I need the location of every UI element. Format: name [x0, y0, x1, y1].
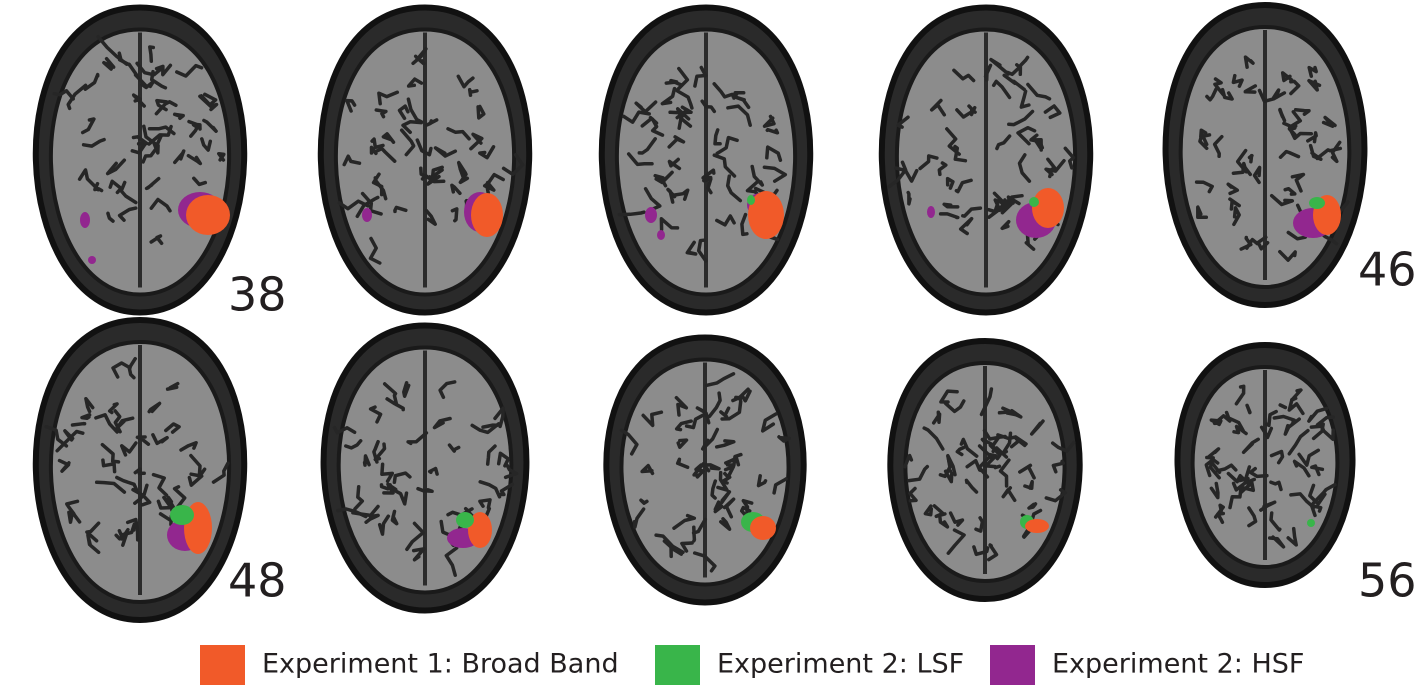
brain-slice	[321, 8, 529, 313]
sulcus	[641, 500, 647, 503]
figure: 38 46 48 56 Experiment 1: Broad BandExpe…	[0, 0, 1425, 690]
sulcus	[73, 424, 85, 425]
brain-slice	[890, 341, 1079, 599]
activation-blob	[1309, 197, 1325, 209]
activation-blob	[170, 505, 194, 525]
activation-blob	[471, 193, 503, 237]
brain-slice	[36, 8, 244, 313]
sulcus	[908, 193, 910, 204]
activation-blob	[1032, 188, 1064, 228]
brain-slice	[36, 320, 244, 620]
slice-label: 56	[1358, 554, 1417, 608]
sulcus	[1250, 156, 1252, 162]
activation-blob	[456, 512, 474, 528]
activation-blob	[1307, 519, 1315, 527]
sulcus	[82, 415, 90, 419]
activation-blob	[80, 212, 90, 228]
sulcus	[779, 437, 789, 441]
activation-blob	[88, 256, 96, 264]
activation-blob	[186, 195, 230, 235]
activation-blob	[747, 195, 755, 205]
legend-swatch	[990, 645, 1035, 685]
legend-text: Experiment 2: HSF	[1052, 649, 1304, 680]
activation-blob	[927, 206, 935, 218]
brain-slice	[1177, 345, 1352, 585]
slice-label: 48	[228, 554, 287, 608]
legend: Experiment 1: Broad Band Experiment 2: LS…	[200, 645, 1304, 685]
sulcus	[1280, 405, 1285, 408]
slice-label: 38	[228, 268, 287, 322]
activation-blob	[1029, 197, 1039, 207]
legend-swatch	[655, 645, 700, 685]
activation-blob	[362, 208, 372, 222]
legend-text: Experiment 2: LSF	[717, 649, 964, 680]
activation-blob	[750, 516, 776, 540]
brain-slice	[1166, 5, 1365, 305]
legend-text: Experiment 1: Broad Band	[262, 649, 619, 680]
sulcus	[219, 154, 224, 160]
brain-slice	[606, 338, 803, 603]
brain-slice	[324, 326, 527, 611]
activation-blob	[657, 230, 665, 240]
brain-slice	[602, 8, 810, 313]
legend-swatch	[200, 645, 245, 685]
activation-blob	[645, 207, 657, 223]
activation-blob	[1025, 519, 1049, 533]
brain-slice	[882, 8, 1090, 313]
slice-label: 46	[1358, 243, 1417, 297]
